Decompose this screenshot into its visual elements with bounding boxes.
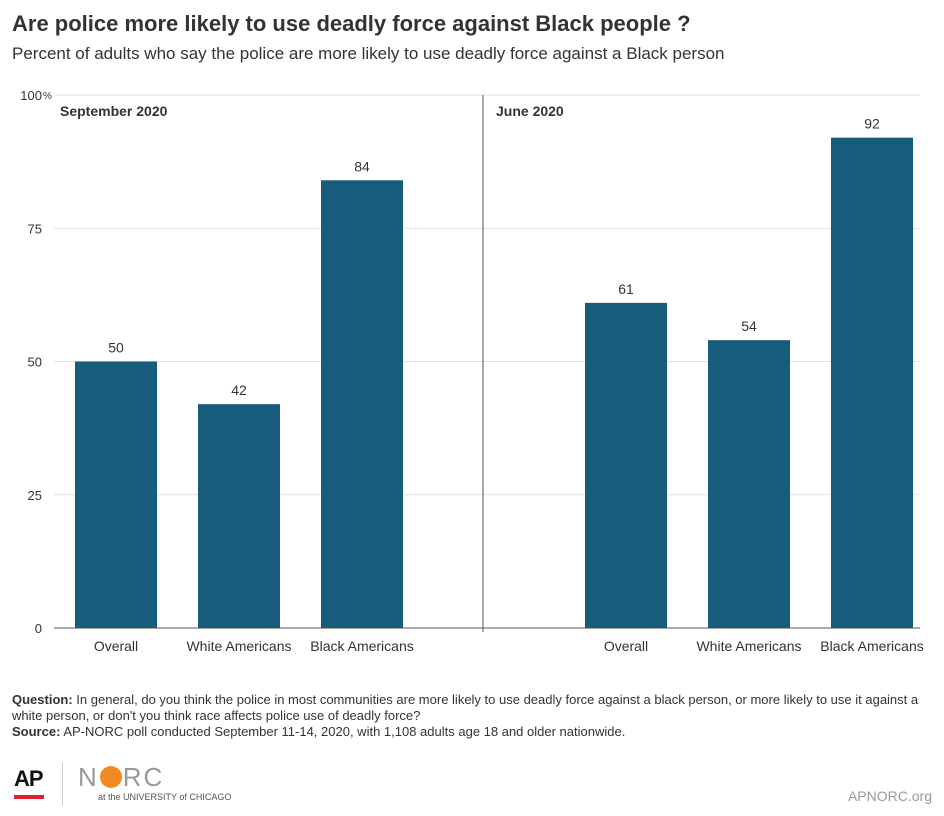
norc-logo-o-icon xyxy=(99,766,122,788)
data-label: 61 xyxy=(618,281,634,297)
chart-subtitle: Percent of adults who say the police are… xyxy=(12,44,725,63)
norc-logo-subtitle: at the UNIVERSITY of CHICAGO xyxy=(98,792,232,802)
y-tick-label: 0 xyxy=(35,621,42,636)
footnote: Question: In general, do you think the p… xyxy=(12,692,932,740)
panel-title: June 2020 xyxy=(496,103,564,119)
data-label: 92 xyxy=(864,116,880,132)
x-tick-label: Black Americans xyxy=(820,638,923,654)
panel-title: September 2020 xyxy=(60,103,168,119)
y-tick-label: 100 xyxy=(20,88,42,103)
x-tick-label: Black Americans xyxy=(310,638,413,654)
bar xyxy=(831,137,913,628)
norc-logo: N RC xyxy=(78,762,164,793)
bar xyxy=(198,404,280,628)
source-text: AP-NORC poll conducted September 11-14, … xyxy=(63,724,626,739)
bar xyxy=(75,361,157,628)
x-tick-label: White Americans xyxy=(696,638,801,654)
y-tick-label: 75 xyxy=(28,221,42,236)
bar xyxy=(708,340,790,628)
site-link[interactable]: APNORC.org xyxy=(847,788,932,804)
logo-separator xyxy=(62,762,63,806)
question-text: In general, do you think the police in m… xyxy=(12,692,919,723)
x-tick-label: Overall xyxy=(94,638,138,654)
y-tick-label: 25 xyxy=(28,488,42,503)
data-label: 84 xyxy=(354,158,370,174)
bar-chart: 0 25 50 75 100 % September 2020 50 Overall 42 Whit… xyxy=(20,88,923,654)
data-label: 50 xyxy=(108,340,124,356)
data-label: 42 xyxy=(231,382,247,398)
norc-logo-n: N xyxy=(78,762,99,792)
question-label: Question: xyxy=(12,692,73,707)
chart-title: Are police more likely to use deadly for… xyxy=(12,11,691,36)
data-label: 54 xyxy=(741,318,757,334)
ap-logo: AP xyxy=(14,766,44,791)
y-unit-label: % xyxy=(43,91,52,102)
x-tick-label: White Americans xyxy=(186,638,291,654)
source-label: Source: xyxy=(12,724,61,739)
norc-logo-rest: RC xyxy=(122,762,165,792)
y-tick-label: 50 xyxy=(28,355,42,370)
x-tick-label: Overall xyxy=(604,638,648,654)
bar xyxy=(321,180,403,628)
bar xyxy=(585,302,667,628)
ap-logo-bar xyxy=(14,795,44,799)
